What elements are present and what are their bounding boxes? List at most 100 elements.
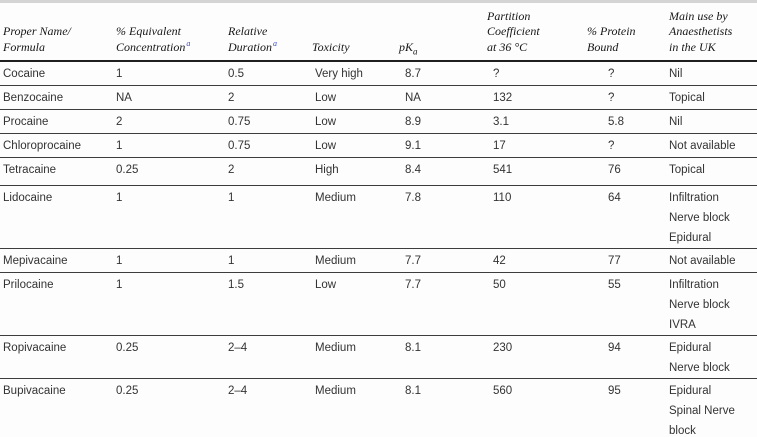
row-mepivacaine: Mepivacaine 1 1 Medium 7.7 42 77 Not ava… (0, 248, 757, 272)
cell-proper-name: Lidocaine (3, 191, 53, 204)
cell-main-use: Infiltration Nerve block IVRA (669, 278, 730, 331)
cell-proper-name: Benzocaine (3, 91, 64, 104)
cell-equivalent-concentration: 1 (116, 139, 123, 152)
cell-toxicity: Low (315, 139, 337, 152)
column-header-equivalent-concentration: % Equivalent Concentrationa (116, 3, 228, 61)
column-header-partition-coefficient: Partition Coefficient at 36 °C (487, 3, 587, 61)
row-cocaine: Cocaine 1 0.5 Very high 8.7 ? ? Nil (0, 61, 757, 85)
column-header-toxicity: Toxicity (312, 3, 399, 61)
cell-pka: 8.1 (405, 341, 421, 354)
cell-main-use: Topical (669, 91, 705, 104)
cell-pka: NA (405, 91, 421, 104)
cell-toxicity: High (315, 163, 339, 176)
footnote-marker[interactable]: a (186, 38, 191, 48)
cell-partition-coefficient: 17 (493, 139, 506, 152)
column-header-main-use: Main use by Anaesthetists in the UK (669, 3, 757, 61)
cell-main-use: Not available (669, 254, 736, 267)
cell-proper-name: Prilocaine (3, 278, 54, 291)
cell-toxicity: Medium (315, 254, 356, 267)
cell-proper-name: Tetracaine (3, 163, 57, 176)
column-header-label: % Protein Bound (587, 24, 636, 54)
cell-pka: 7.8 (405, 191, 421, 204)
cell-toxicity: Medium (315, 341, 356, 354)
column-header-label: Toxicity (312, 39, 350, 54)
column-header-label: Proper Name/ Formula (3, 24, 71, 54)
cell-relative-duration: 0.75 (228, 115, 251, 128)
cell-protein-bound: 77 (608, 254, 621, 267)
cell-toxicity: Low (315, 91, 337, 104)
row-procaine: Procaine 2 0.75 Low 8.9 3.1 5.8 Nil (0, 109, 757, 133)
cell-equivalent-concentration: 1 (116, 68, 123, 80)
row-ropivacaine: Ropivacaine 0.25 2–4 Medium 8.1 230 94 E… (0, 335, 757, 378)
cell-pka: 8.1 (405, 384, 421, 397)
cell-equivalent-concentration: NA (116, 91, 132, 104)
cell-pka: 8.4 (405, 163, 421, 176)
cell-equivalent-concentration: 0.25 (116, 384, 139, 397)
cell-pka: 9.1 (405, 139, 421, 152)
cell-pka: 7.7 (405, 278, 421, 291)
cell-partition-coefficient: 42 (493, 254, 506, 267)
cell-protein-bound: ? (608, 68, 615, 80)
cell-partition-coefficient: 230 (493, 341, 513, 354)
column-header-label: Partition Coefficient at 36 °C (487, 8, 540, 54)
column-header-protein-bound: % Protein Bound (587, 3, 669, 61)
cell-pka: 7.7 (405, 254, 421, 267)
cell-relative-duration: 1 (228, 191, 235, 204)
cell-main-use: Epidural Nerve block (669, 341, 730, 374)
cell-relative-duration: 0.75 (228, 139, 251, 152)
cell-equivalent-concentration: 0.25 (116, 341, 139, 354)
cell-equivalent-concentration: 0.25 (116, 163, 139, 176)
page-top-edge (0, 0, 757, 3)
cell-main-use: Not available (669, 139, 736, 152)
column-header-relative-duration: Relative Durationa (228, 3, 312, 61)
cell-relative-duration: 0.5 (228, 68, 244, 80)
cell-toxicity: Low (315, 278, 337, 291)
cell-main-use: Epidural Spinal Nerve block (669, 384, 735, 437)
cell-protein-bound: ? (608, 139, 615, 152)
cell-pka: 8.9 (405, 115, 421, 128)
cell-relative-duration: 2–4 (228, 341, 248, 354)
cell-relative-duration: 1.5 (228, 278, 244, 291)
cell-proper-name: Ropivacaine (3, 341, 67, 354)
cell-relative-duration: 1 (228, 254, 235, 267)
cell-protein-bound: 64 (608, 191, 621, 204)
footnote-marker[interactable]: a (273, 38, 278, 48)
pka-subscript: a (413, 45, 418, 56)
cell-pka: 8.7 (405, 68, 421, 80)
header-row: Proper Name/ Formula % Equivalent Concen… (0, 3, 757, 61)
cell-toxicity: Medium (315, 384, 356, 397)
column-header-proper-name: Proper Name/ Formula (0, 3, 116, 61)
cell-toxicity: Medium (315, 191, 356, 204)
column-header-label: Relative Duration (228, 24, 273, 54)
cell-protein-bound: 5.8 (608, 115, 624, 128)
cell-proper-name: Chloroprocaine (3, 139, 81, 152)
cell-partition-coefficient: ? (493, 68, 500, 80)
cell-toxicity: Low (315, 115, 337, 128)
cell-proper-name: Bupivacaine (3, 384, 66, 397)
row-lidocaine: Lidocaine 1 1 Medium 7.8 110 64 Infiltra… (0, 185, 757, 248)
column-header-label: pK (399, 39, 414, 54)
cell-protein-bound: 94 (608, 341, 621, 354)
cell-main-use: Infiltration Nerve block Epidural (669, 191, 730, 244)
cell-partition-coefficient: 132 (493, 91, 513, 104)
cell-proper-name: Procaine (3, 115, 49, 128)
cell-equivalent-concentration: 1 (116, 278, 123, 291)
cell-equivalent-concentration: 2 (116, 115, 123, 128)
column-header-label: Main use by Anaesthetists in the UK (669, 8, 733, 54)
cell-toxicity: Very high (315, 68, 363, 80)
cell-partition-coefficient: 3.1 (493, 115, 509, 128)
cell-protein-bound: 95 (608, 384, 621, 397)
cell-protein-bound: 76 (608, 163, 621, 176)
cell-main-use: Topical (669, 163, 705, 176)
cell-equivalent-concentration: 1 (116, 191, 123, 204)
cell-main-use: Nil (669, 115, 683, 128)
row-bupivacaine: Bupivacaine 0.25 2–4 Medium 8.1 560 95 E… (0, 378, 757, 437)
cell-partition-coefficient: 560 (493, 384, 513, 397)
cell-relative-duration: 2–4 (228, 384, 248, 397)
column-header-pka: pKa (399, 3, 487, 61)
cell-main-use: Nil (669, 68, 683, 80)
cell-equivalent-concentration: 1 (116, 254, 123, 267)
cell-proper-name: Cocaine (3, 68, 46, 80)
cell-proper-name: Mepivacaine (3, 254, 68, 267)
